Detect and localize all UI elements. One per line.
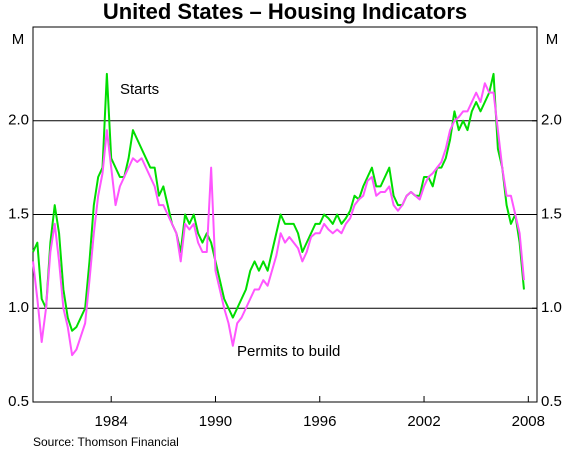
y2-tick-label: 0.5 bbox=[541, 393, 562, 410]
source-note: Source: Thomson Financial bbox=[33, 435, 179, 449]
series-line bbox=[32, 82, 525, 357]
y2-tick-label: 2.0 bbox=[541, 112, 562, 129]
y-axis-label: M bbox=[12, 31, 25, 48]
x-tick-label: 1996 bbox=[303, 413, 336, 430]
chart-title: United States – Housing Indicators bbox=[103, 0, 467, 24]
x-tick-label: 2002 bbox=[407, 413, 440, 430]
series-line bbox=[32, 72, 525, 332]
x-tick-label: 2008 bbox=[512, 413, 545, 430]
y-tick-label: 1.0 bbox=[8, 299, 29, 316]
series-label: Starts bbox=[120, 81, 159, 98]
y-tick-label: 2.0 bbox=[8, 112, 29, 129]
y-tick-label: 1.5 bbox=[8, 205, 29, 222]
x-tick-label: 1984 bbox=[95, 413, 128, 430]
y-tick-label: 0.5 bbox=[8, 393, 29, 410]
x-tick-label: 1990 bbox=[199, 413, 232, 430]
y2-tick-label: 1.0 bbox=[541, 299, 562, 316]
series-label: Permits to build bbox=[237, 343, 340, 360]
y2-axis-label: M bbox=[546, 31, 559, 48]
y2-tick-label: 1.5 bbox=[541, 205, 562, 222]
